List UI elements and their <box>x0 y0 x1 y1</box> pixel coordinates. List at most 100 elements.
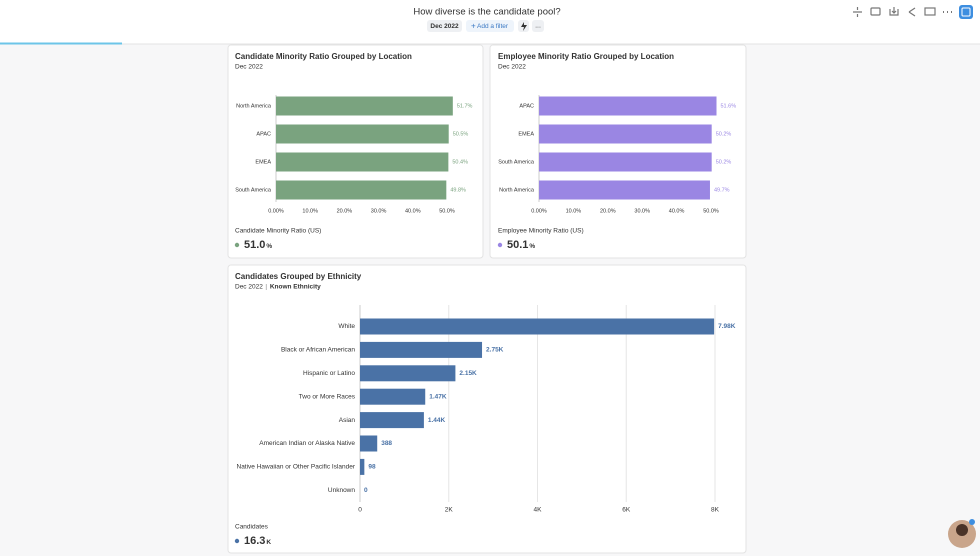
bar <box>276 180 447 200</box>
category-label: APAC <box>256 131 271 137</box>
bar <box>360 365 456 382</box>
value-label: 49.8% <box>450 187 466 193</box>
bar <box>360 388 426 405</box>
bar <box>276 152 449 172</box>
card <box>227 264 747 554</box>
ai-icon <box>961 7 971 17</box>
bar <box>360 318 715 335</box>
bar <box>539 124 712 144</box>
date-chip[interactable] <box>427 20 462 32</box>
x-tick-label: 0.00% <box>268 208 284 214</box>
category-label: Two or More Races <box>299 393 356 400</box>
metric-label: Candidate Minority Ratio (US) <box>235 228 321 235</box>
chart-subtitle: Dec 2022 <box>498 64 526 71</box>
value-label: 51.7% <box>457 103 473 109</box>
value-label: 51.6% <box>721 103 737 109</box>
metric-value: 16.3 <box>244 535 265 547</box>
bar <box>360 341 483 358</box>
bar <box>276 124 449 144</box>
more-chip-label: ... <box>535 22 541 29</box>
comment-icon[interactable] <box>870 7 881 16</box>
x-tick-label: 30.0% <box>634 208 650 214</box>
metric-value: 51.0 <box>244 239 265 251</box>
download-icon[interactable] <box>889 7 899 16</box>
category-label: North America <box>236 103 272 109</box>
value-label: 2.15K <box>459 370 477 377</box>
chart-filter: Known Ethnicity <box>270 284 321 291</box>
ai-button[interactable] <box>959 5 973 19</box>
bar <box>539 152 712 172</box>
x-tick-label: 10.0% <box>302 208 318 214</box>
category-label: South America <box>235 187 272 193</box>
x-tick-label: 10.0% <box>566 208 582 214</box>
x-tick-label: 20.0% <box>600 208 616 214</box>
plus-icon: + <box>471 22 476 31</box>
date-chip-label: Dec 2022 <box>430 23 459 30</box>
x-tick-label: 2K <box>445 507 454 514</box>
category-label: EMEA <box>518 131 534 137</box>
collapse-icon[interactable] <box>853 7 862 17</box>
card <box>227 44 484 259</box>
x-tick-label: 20.0% <box>337 208 353 214</box>
metric-dot <box>234 538 240 544</box>
x-tick-label: 50.0% <box>439 208 455 214</box>
bar <box>360 435 378 452</box>
add-filter-chip[interactable] <box>466 20 514 32</box>
metric-label: Candidates <box>235 524 269 531</box>
category-label: Black or African American <box>281 347 355 354</box>
metric-unit: % <box>266 243 272 250</box>
value-label: 2.75K <box>486 347 504 354</box>
email-icon[interactable] <box>924 7 936 16</box>
value-label: 49.7% <box>714 187 730 193</box>
chart-subtitle: Dec 2022 <box>235 284 263 291</box>
card <box>489 44 747 259</box>
more-chip[interactable] <box>532 20 544 32</box>
category-label: White <box>338 323 355 330</box>
toolbar <box>853 7 952 17</box>
bar <box>360 412 424 429</box>
metric-unit: K <box>266 539 271 546</box>
value-label: 0 <box>364 487 368 494</box>
share-icon[interactable] <box>908 7 916 17</box>
x-tick-label: 4K <box>534 507 543 514</box>
category-label: South America <box>498 159 535 165</box>
page-title: How diverse is the candidate pool? <box>413 7 560 18</box>
chart-title: Candidate Minority Ratio Grouped by Loca… <box>235 52 412 61</box>
x-tick-label: 50.0% <box>703 208 719 214</box>
value-label: 1.44K <box>428 417 446 424</box>
category-label: American Indian or Alaska Native <box>259 440 355 447</box>
value-label: 7.98K <box>718 323 736 330</box>
chart-subtitle: Dec 2022 <box>235 64 263 71</box>
value-label: 388 <box>381 440 392 447</box>
chart-title: Employee Minority Ratio Grouped by Locat… <box>498 52 674 61</box>
value-label: 50.2% <box>716 131 732 137</box>
metric-dot <box>497 242 503 248</box>
x-tick-label: 8K <box>711 507 720 514</box>
x-tick-label: 30.0% <box>371 208 387 214</box>
bar <box>276 96 453 116</box>
bolt-icon <box>521 22 527 31</box>
x-tick-label: 40.0% <box>405 208 421 214</box>
bar <box>539 180 710 200</box>
category-label: Hispanic or Latino <box>303 370 355 377</box>
metric-dot <box>234 242 240 248</box>
metric-label: Employee Minority Ratio (US) <box>498 228 584 235</box>
avatar-hair <box>956 524 968 536</box>
category-label: EMEA <box>255 159 271 165</box>
category-label: North America <box>499 187 535 193</box>
x-tick-label: 40.0% <box>669 208 685 214</box>
x-tick-label: 0 <box>358 507 362 514</box>
category-label: Asian <box>339 417 356 424</box>
category-label: Unknown <box>328 487 355 494</box>
avatar-badge <box>969 519 975 525</box>
metric-value: 50.1 <box>507 239 528 251</box>
value-label: 98 <box>368 464 376 471</box>
value-label: 50.2% <box>716 159 732 165</box>
category-label: APAC <box>519 103 534 109</box>
metric-unit: % <box>529 243 535 250</box>
category-label: Native Hawaiian or Other Pacific Islande… <box>237 464 356 471</box>
bar <box>539 96 717 116</box>
x-tick-label: 6K <box>622 507 631 514</box>
